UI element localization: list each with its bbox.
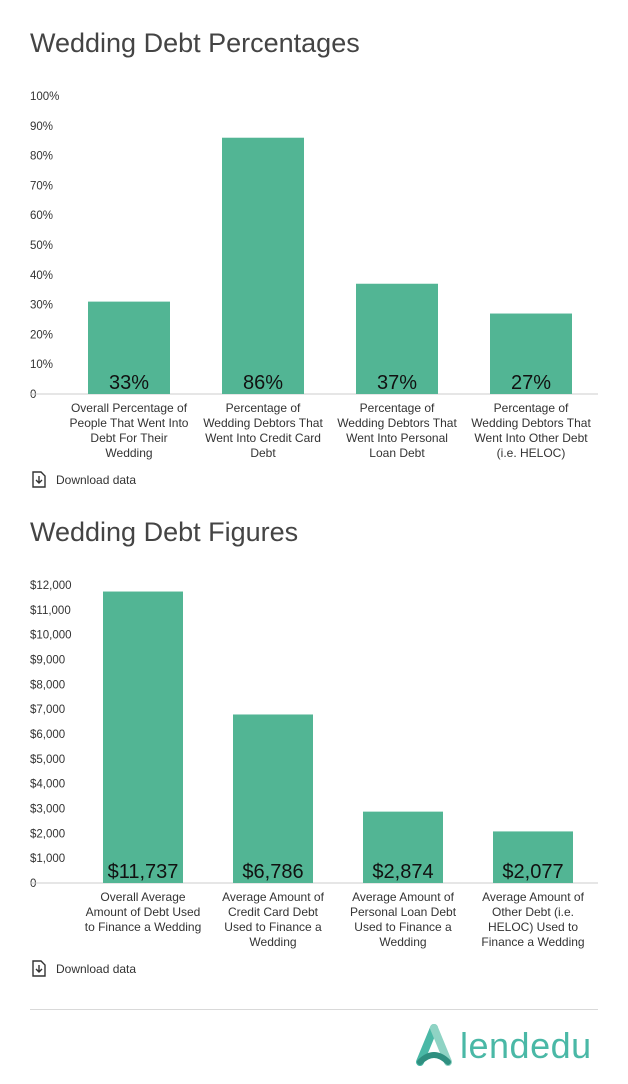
y-tick-label: 70% [30, 180, 53, 192]
category-label: Loan Debt [369, 446, 425, 460]
footer-divider [30, 1009, 598, 1010]
category-label: Went Into Other Debt [474, 431, 588, 445]
category-label: Finance a Wedding [481, 935, 584, 949]
category-label: Average Amount of [352, 890, 455, 904]
y-tick-label: 0 [30, 389, 36, 401]
bar-value-label: $2,077 [502, 861, 563, 883]
category-label: Wedding [249, 935, 296, 949]
bar[interactable] [363, 811, 443, 883]
category-label: Went Into Personal [346, 431, 448, 445]
y-tick-label: $11,000 [30, 605, 71, 617]
y-tick-label: 30% [30, 300, 53, 312]
category-label: Wedding Debtors That [471, 416, 591, 430]
y-tick-label: $12,000 [30, 580, 72, 592]
y-tick-label: $10,000 [30, 630, 72, 642]
category-label: to Finance a Wedding [85, 920, 202, 934]
category-label: Percentage of [360, 401, 435, 415]
y-tick-label: 90% [30, 121, 53, 133]
category-label: Overall Percentage of [71, 401, 188, 415]
bar-chart-percentages: 0 10% 20% 30% 40% 50% 60% 70% 80% 90% 100% 33% Overa… [30, 91, 598, 460]
y-tick-label: $7,000 [30, 704, 65, 716]
y-tick-label: 20% [30, 329, 53, 341]
chart-title: Wedding Debt Percentages [30, 28, 360, 58]
category-label: Personal Loan Debt [350, 905, 457, 919]
y-tick-label: $2,000 [30, 828, 65, 840]
y-tick-label: $9,000 [30, 655, 65, 667]
category-label: Wedding Debtors That [203, 416, 323, 430]
category-label: Average Amount of [482, 890, 585, 904]
y-tick-label: $6,000 [30, 729, 65, 741]
download-icon [32, 960, 46, 977]
category-label: Wedding [379, 935, 426, 949]
category-label: Average Amount of [222, 890, 325, 904]
category-label: People That Went Into [70, 416, 189, 430]
download-icon [32, 471, 46, 488]
y-tick-label: $3,000 [30, 804, 65, 816]
y-tick-label: $5,000 [30, 754, 65, 766]
download-data-label: Download data [56, 472, 137, 487]
bar[interactable] [490, 313, 572, 394]
y-tick-label: $1,000 [30, 853, 65, 865]
category-label: Overall Average [100, 890, 185, 904]
category-label: Wedding Debtors That [337, 416, 457, 430]
category-label: Debt [250, 446, 276, 460]
y-tick-label: 50% [30, 240, 53, 252]
y-tick-label: $4,000 [30, 779, 65, 791]
y-tick-label: 0 [30, 878, 36, 890]
download-data-label: Download data [56, 961, 137, 976]
bar-value-label: $11,737 [108, 861, 179, 883]
chart-title: Wedding Debt Figures [30, 517, 299, 547]
lendedu-logo-icon [416, 1024, 452, 1066]
bar-value-label: $2,874 [372, 861, 433, 883]
category-label: Amount of Debt Used [86, 905, 201, 919]
bar[interactable] [222, 137, 304, 394]
bar-chart-figures: 0 $1,000 $2,000 $3,000 $4,000 $5,000 $6,000 $7,… [30, 580, 598, 949]
category-label: Used to Finance a [224, 920, 322, 934]
bar[interactable] [233, 714, 313, 883]
category-label: HELOC) Used to [488, 920, 578, 934]
bar-value-label: 27% [511, 372, 551, 394]
category-label: (i.e. HELOC) [497, 446, 566, 460]
lendedu-logo[interactable]: lendedu [414, 1024, 592, 1068]
bar-value-label: 86% [243, 372, 283, 394]
category-label: Other Debt (i.e. [492, 905, 574, 919]
download-data-button[interactable]: Download data [30, 960, 136, 977]
bar[interactable] [103, 591, 183, 883]
y-tick-label: 60% [30, 210, 53, 222]
logo-text: lendedu [460, 1025, 592, 1066]
category-label: Used to Finance a [354, 920, 452, 934]
download-data-button[interactable]: Download data [30, 471, 136, 488]
y-tick-label: 40% [30, 270, 53, 282]
category-label: Credit Card Debt [228, 905, 319, 919]
category-label: Percentage of [226, 401, 301, 415]
bar[interactable] [88, 301, 170, 394]
bar[interactable] [493, 831, 573, 883]
y-tick-label: 100% [30, 91, 59, 103]
y-tick-label: 80% [30, 151, 53, 163]
category-label: Debt For Their [90, 431, 167, 445]
category-label: Went Into Credit Card [205, 431, 321, 445]
category-label: Wedding [105, 446, 152, 460]
bar[interactable] [356, 283, 438, 394]
y-tick-label: $8,000 [30, 679, 65, 691]
bar-value-label: 33% [109, 372, 149, 394]
category-label: Percentage of [494, 401, 569, 415]
bar-value-label: 37% [377, 372, 417, 394]
bar-value-label: $6,786 [242, 861, 303, 883]
y-tick-label: 10% [30, 359, 53, 371]
